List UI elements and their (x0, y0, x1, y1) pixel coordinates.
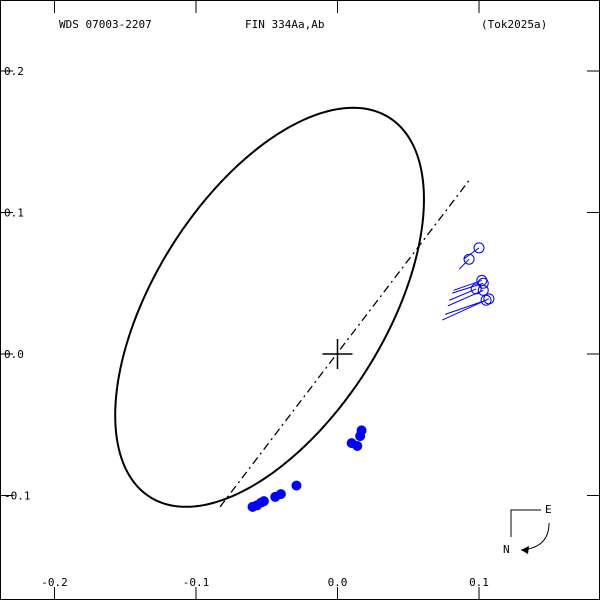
residual-line (444, 299, 487, 315)
axis-tick-labels: -0.2 -0.1 0.0 0.1 0.2 0.1 0.0 -0.1 (4, 65, 489, 589)
x-tick-label: 0.0 (328, 576, 348, 589)
observation-open-point (483, 293, 495, 305)
observation-open-point (477, 284, 489, 296)
y-tick-label: 0.2 (4, 65, 24, 78)
compass-axes (510, 509, 541, 537)
observation-filled-point (258, 496, 269, 507)
observation-filled-point (291, 480, 302, 491)
open-observations (463, 242, 495, 306)
x-tick-label: 0.1 (469, 576, 489, 589)
primary-star-cross (322, 339, 353, 369)
residual-lines (442, 247, 490, 321)
observation-filled-point (352, 440, 363, 451)
observation-open-point (470, 283, 482, 295)
compass-arrowhead (521, 546, 529, 554)
x-tick-label: -0.1 (183, 576, 210, 589)
observation-filled-point (356, 425, 367, 436)
x-tick-label: -0.2 (41, 576, 68, 589)
line-of-nodes (219, 178, 472, 508)
residual-line (463, 247, 480, 260)
observation-filled-point (275, 489, 286, 500)
residual-line (458, 258, 470, 270)
y-tick-label: -0.1 (4, 490, 31, 503)
compass-arc (520, 522, 550, 551)
compass-north-label: N (503, 543, 510, 556)
y-tick-label: 0.1 (4, 207, 24, 220)
reference-label: (Tok2025a) (481, 18, 547, 31)
compass: E N (503, 503, 552, 556)
residual-line (449, 288, 477, 301)
filled-observations (247, 425, 367, 512)
observation-open-point (477, 277, 489, 289)
residual-line (447, 289, 484, 307)
y-tick-label: 0.0 (4, 348, 24, 361)
observation-open-point (463, 253, 475, 265)
star-name-label: FIN 334Aa,Ab (245, 18, 324, 31)
compass-east-label: E (545, 503, 552, 516)
observation-open-point (473, 242, 485, 254)
orbit-ellipse (114, 106, 425, 508)
wds-label: WDS 07003-2207 (59, 18, 152, 31)
